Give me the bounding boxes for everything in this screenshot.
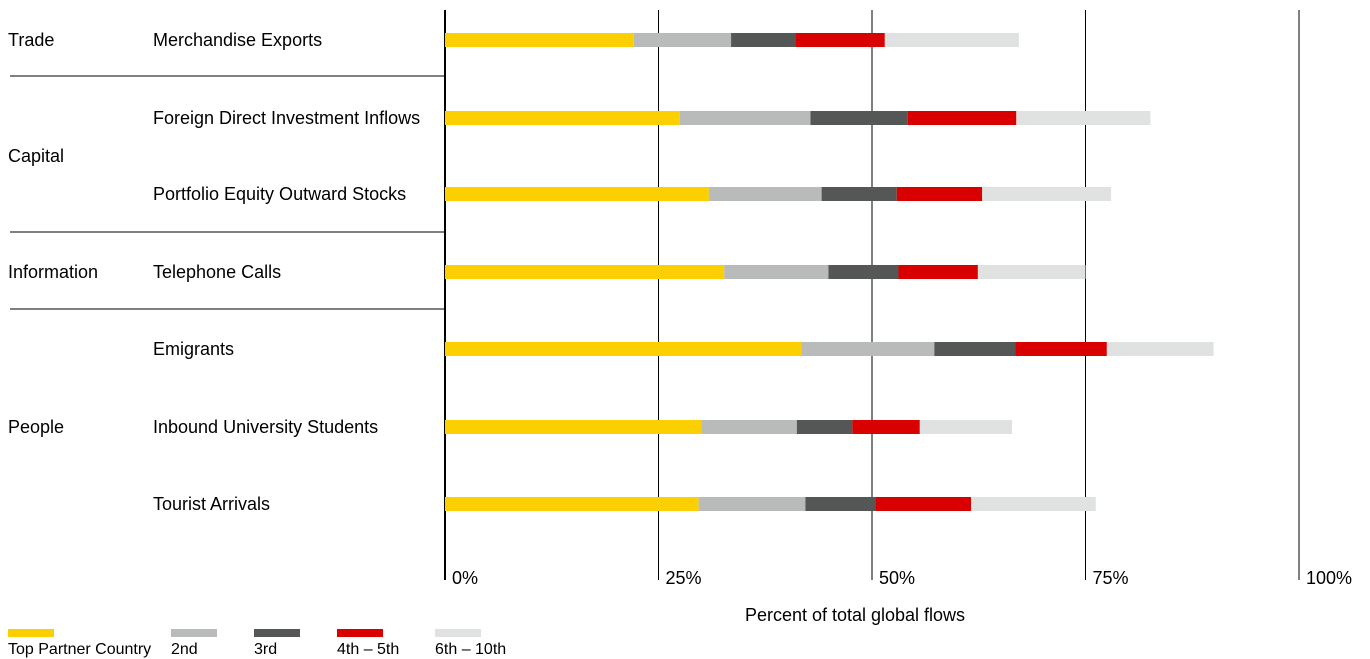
tick-label: 75% <box>1093 568 1129 588</box>
bar-segment <box>875 497 972 511</box>
legend-label: Top Partner Country <box>8 641 151 658</box>
bar-segment <box>698 497 806 511</box>
bars <box>445 33 1214 511</box>
row-label: Emigrants <box>153 339 234 359</box>
row-label: Tourist Arrivals <box>153 494 270 514</box>
x-axis: 0% 25% 50% 75% 100% Percent of total global f… <box>452 568 1352 625</box>
bar-segment <box>701 420 797 434</box>
bar-segment <box>731 33 796 47</box>
row-labels: Trade Capital Information People Merchandise… <box>8 30 445 514</box>
row-label: Portfolio Equity Outward Stocks <box>153 184 406 204</box>
legend-swatch <box>337 629 383 637</box>
bar-segment <box>810 111 908 125</box>
row-label: Foreign Direct Investment Inflows <box>153 108 420 128</box>
bar-segment <box>828 265 899 279</box>
x-axis-label: Percent of total global flows <box>745 605 965 625</box>
bar-segment <box>898 265 978 279</box>
legend-swatch <box>171 629 217 637</box>
tick-label: 0% <box>452 568 478 588</box>
bar-segment <box>884 33 1019 47</box>
bar-segment <box>633 33 732 47</box>
bar-segment <box>1015 342 1107 356</box>
bar-segment <box>805 497 876 511</box>
bar-segment <box>919 420 1013 434</box>
bar-segment <box>821 187 897 201</box>
group-label: Trade <box>8 30 54 50</box>
row-label: Telephone Calls <box>153 262 281 282</box>
group-label: Capital <box>8 146 64 166</box>
tick-label: 25% <box>666 568 702 588</box>
bar-segment <box>445 420 702 434</box>
tick-label: 50% <box>879 568 915 588</box>
group-label: People <box>8 417 64 437</box>
bar-segment <box>445 33 634 47</box>
bar-segment <box>445 111 680 125</box>
bar-segment <box>679 111 811 125</box>
row-label: Inbound University Students <box>153 417 378 437</box>
bar-segment <box>934 342 1016 356</box>
row-label: Merchandise Exports <box>153 30 322 50</box>
legend-swatch <box>435 629 481 637</box>
bar-segment <box>445 497 699 511</box>
bar-segment <box>708 187 822 201</box>
bar-segment <box>796 420 853 434</box>
bar-segment <box>982 187 1112 201</box>
bar-segment <box>907 111 1017 125</box>
bar-segment <box>971 497 1096 511</box>
bar-segment <box>445 265 725 279</box>
bar-segment <box>1106 342 1214 356</box>
bar-segment <box>852 420 920 434</box>
bar-segment <box>724 265 829 279</box>
legend-label: 4th – 5th <box>337 641 399 658</box>
legend-label: 6th – 10th <box>435 641 506 658</box>
bar-segment <box>445 342 802 356</box>
gridlines <box>444 10 1300 580</box>
legend-label: 3rd <box>254 641 277 658</box>
bar-segment <box>445 187 709 201</box>
tick-label: 100% <box>1306 568 1352 588</box>
group-label: Information <box>8 262 98 282</box>
bar-segment <box>801 342 935 356</box>
legend-label: 2nd <box>171 641 198 658</box>
bar-segment <box>1016 111 1151 125</box>
legend-swatch <box>254 629 300 637</box>
bar-segment <box>977 265 1086 279</box>
bar-segment <box>795 33 885 47</box>
legend: Top Partner Country 2nd 3rd 4th – 5th 6th – … <box>8 629 506 658</box>
bar-segment <box>896 187 983 201</box>
legend-swatch <box>8 629 54 637</box>
